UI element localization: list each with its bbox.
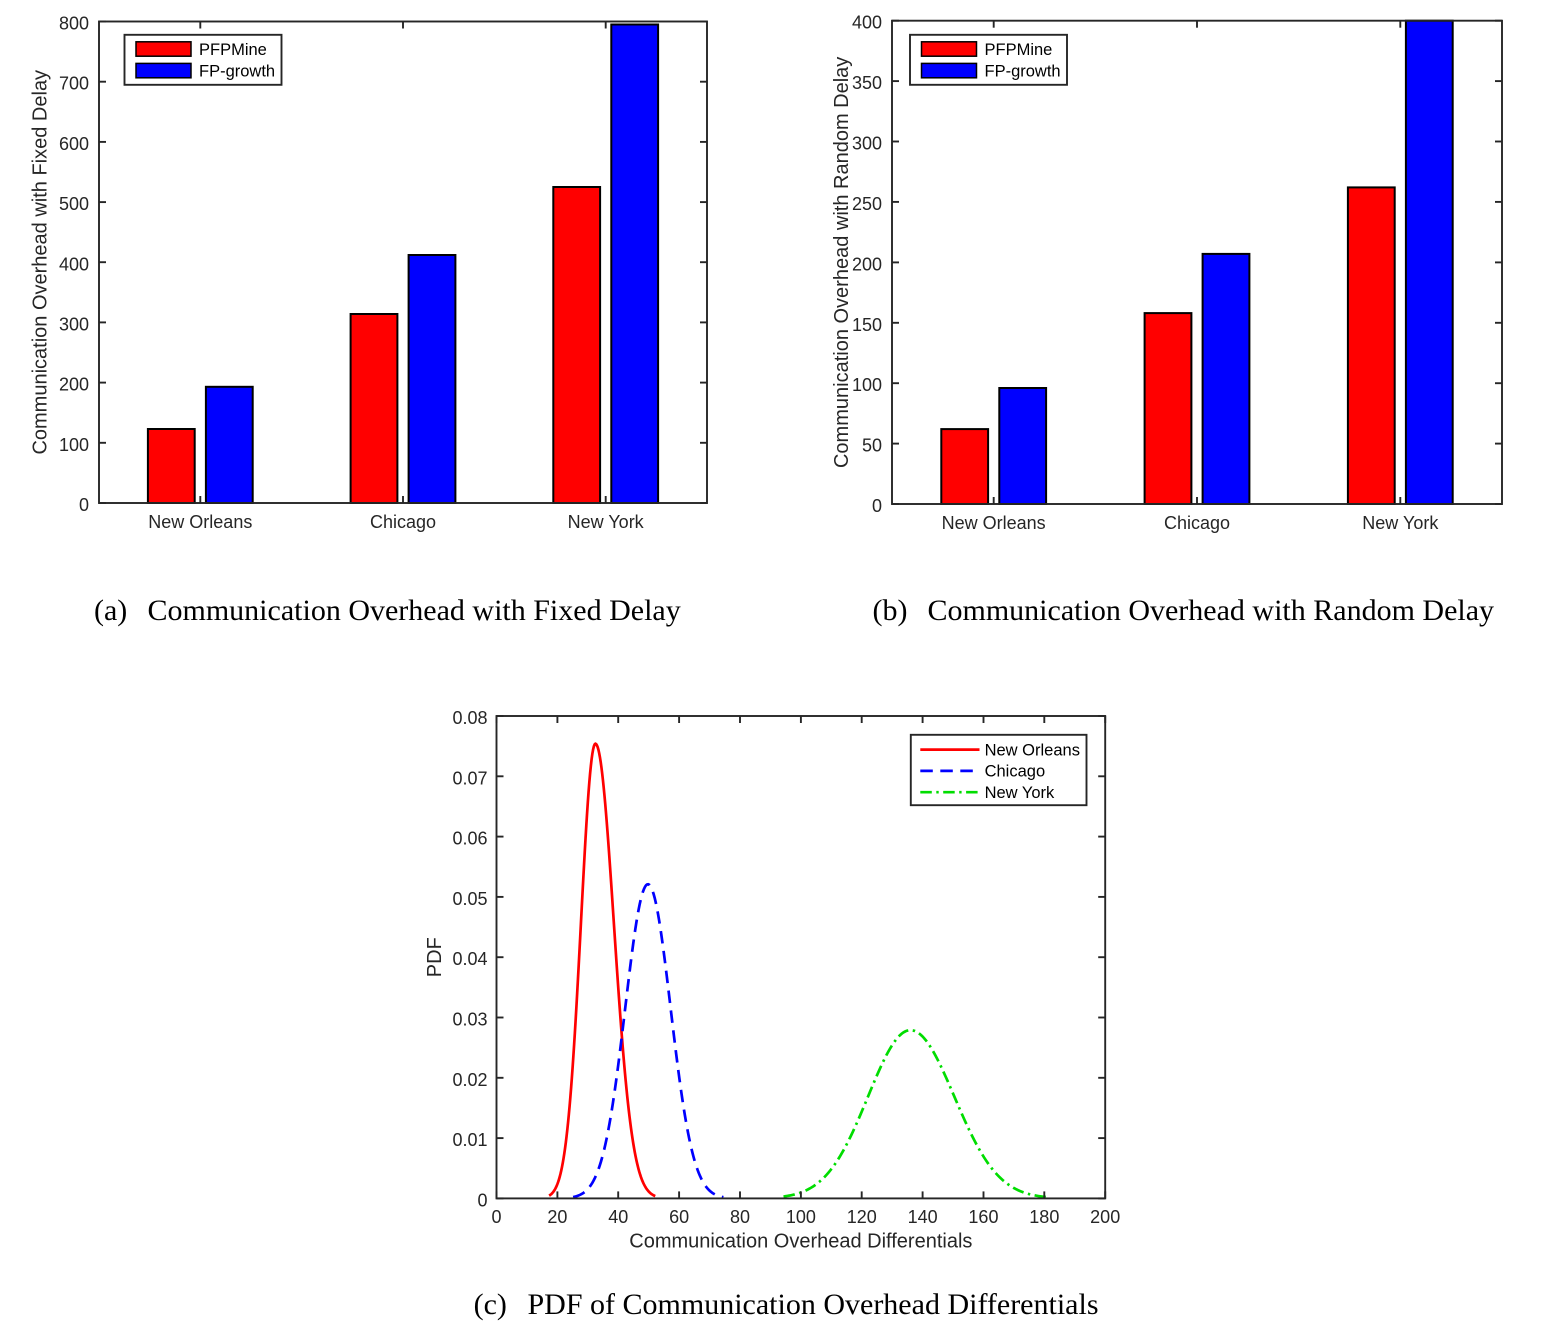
svg-text:0.04: 0.04 — [452, 949, 487, 969]
svg-text:80: 80 — [730, 1207, 750, 1227]
svg-text:180: 180 — [1029, 1207, 1059, 1227]
svg-text:New York: New York — [1362, 513, 1439, 533]
svg-text:700: 700 — [59, 74, 89, 94]
svg-text:PFPMine: PFPMine — [199, 41, 267, 59]
svg-text:0: 0 — [79, 495, 89, 515]
svg-text:Chicago: Chicago — [985, 763, 1046, 781]
svg-text:60: 60 — [669, 1207, 689, 1227]
svg-text:350: 350 — [852, 73, 882, 93]
svg-text:400: 400 — [59, 254, 89, 274]
svg-text:0.08: 0.08 — [452, 708, 487, 728]
svg-text:100: 100 — [59, 435, 89, 455]
svg-text:800: 800 — [59, 14, 89, 34]
svg-text:0: 0 — [491, 1207, 501, 1227]
svg-text:20: 20 — [547, 1207, 567, 1227]
svg-text:Communication Overhead with Ra: Communication Overhead with Random Delay — [831, 57, 853, 468]
svg-text:New Orleans: New Orleans — [985, 741, 1080, 759]
svg-text:150: 150 — [852, 315, 882, 335]
svg-text:Chicago: Chicago — [370, 512, 436, 532]
svg-text:300: 300 — [852, 134, 882, 154]
svg-text:New Orleans: New Orleans — [942, 513, 1046, 533]
svg-text:200: 200 — [852, 254, 882, 274]
svg-text:200: 200 — [1090, 1207, 1120, 1227]
svg-text:140: 140 — [908, 1207, 938, 1227]
svg-text:250: 250 — [852, 194, 882, 214]
svg-text:200: 200 — [59, 375, 89, 395]
svg-text:0: 0 — [872, 496, 882, 516]
svg-text:100: 100 — [852, 375, 882, 395]
svg-text:500: 500 — [59, 194, 89, 214]
svg-text:New York: New York — [568, 512, 645, 532]
svg-text:160: 160 — [968, 1207, 998, 1227]
svg-text:(c): (c) — [474, 1288, 507, 1321]
svg-text:Communication Overhead with Ra: Communication Overhead with Random Delay — [928, 594, 1495, 627]
svg-text:120: 120 — [847, 1207, 877, 1227]
svg-text:New Orleans: New Orleans — [148, 512, 252, 532]
svg-text:300: 300 — [59, 314, 89, 334]
svg-text:New York: New York — [985, 784, 1055, 802]
svg-text:0.02: 0.02 — [452, 1070, 487, 1090]
svg-text:50: 50 — [862, 436, 882, 456]
svg-text:FP-growth: FP-growth — [985, 62, 1061, 80]
svg-text:PDF: PDF — [424, 937, 446, 977]
svg-text:(b): (b) — [873, 594, 908, 627]
svg-text:PDF of Communication Overhead: PDF of Communication Overhead Differenti… — [528, 1288, 1099, 1321]
svg-text:40: 40 — [608, 1207, 628, 1227]
svg-text:600: 600 — [59, 134, 89, 154]
svg-text:0.05: 0.05 — [452, 889, 487, 909]
svg-text:0.01: 0.01 — [452, 1130, 487, 1150]
svg-text:FP-growth: FP-growth — [199, 62, 275, 80]
svg-text:Communication Overhead with Fi: Communication Overhead with Fixed Delay — [30, 70, 52, 455]
svg-text:(a): (a) — [94, 594, 127, 627]
svg-text:Chicago: Chicago — [1164, 513, 1230, 533]
svg-text:100: 100 — [786, 1207, 816, 1227]
svg-text:0: 0 — [477, 1190, 487, 1210]
svg-text:PFPMine: PFPMine — [985, 41, 1053, 59]
svg-text:400: 400 — [852, 13, 882, 33]
svg-text:0.03: 0.03 — [452, 1010, 487, 1030]
svg-text:0.07: 0.07 — [452, 768, 487, 788]
svg-text:0.06: 0.06 — [452, 829, 487, 849]
svg-text:Communication Overhead Differe: Communication Overhead Differentials — [629, 1230, 972, 1252]
svg-text:Communication Overhead with Fi: Communication Overhead with Fixed Delay — [148, 594, 681, 627]
